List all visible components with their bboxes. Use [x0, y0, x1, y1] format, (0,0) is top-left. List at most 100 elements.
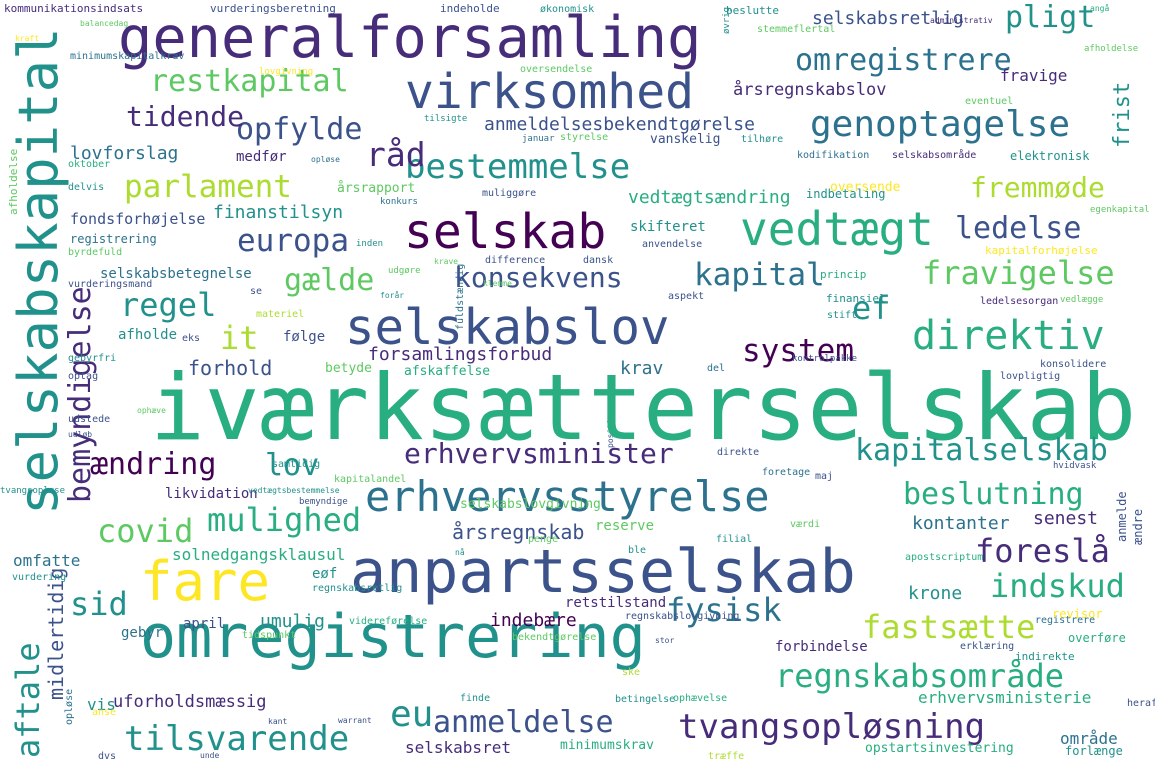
word: konsekvens	[454, 261, 623, 294]
word: minimumskapitalkrav	[70, 51, 185, 62]
word: afholdelse	[1084, 44, 1139, 54]
word: værdi	[790, 519, 821, 530]
word: selskabsområde	[892, 150, 977, 161]
word: foretage	[762, 467, 811, 478]
word: minimumskrav	[560, 738, 654, 753]
word: regnskabsområde	[775, 657, 1064, 695]
word: forhold	[188, 356, 273, 380]
word: ophæve	[137, 406, 166, 415]
word: vurderingsberetning	[210, 2, 336, 15]
word: stemmeflertal	[757, 24, 836, 35]
word: videreførelse	[349, 616, 428, 627]
word: registrere	[1035, 615, 1096, 626]
word: ble	[628, 545, 647, 556]
word: opløse	[64, 688, 75, 725]
word: fravigelse	[922, 254, 1115, 292]
word: eventuel	[965, 96, 1014, 107]
word: tvangsopløsning	[678, 707, 986, 747]
word: indbetaling	[806, 187, 886, 201]
word: forbindelse	[775, 639, 868, 655]
word: tidende	[126, 100, 245, 133]
word: restkapital	[150, 64, 349, 99]
word: aspekt	[668, 291, 705, 302]
word: vurderingsmand	[68, 279, 153, 290]
word: træffe	[708, 751, 745, 762]
word: reserve	[595, 518, 655, 534]
word: afholdelse	[7, 148, 20, 215]
word: ef	[852, 289, 891, 327]
word: opstartsinvestering	[865, 741, 1014, 756]
word: pligt	[1005, 0, 1096, 35]
word: selskabslov	[345, 299, 670, 356]
word: midlertidig	[44, 567, 68, 700]
word: råd	[366, 135, 426, 174]
word: covid	[97, 512, 194, 550]
word: oktober	[68, 159, 111, 170]
word: beslutning	[903, 477, 1084, 512]
word: ledelsesorgan	[980, 296, 1059, 307]
word: omregistrere	[795, 43, 1012, 78]
word: anmeldelse	[433, 705, 614, 740]
word: selskabskapital	[7, 27, 70, 515]
word: forår	[380, 291, 405, 300]
word: elektronisk	[1010, 149, 1090, 163]
word: hvidvask	[1053, 461, 1097, 471]
word: selskabsret	[405, 738, 511, 757]
word: klemme	[483, 279, 512, 288]
word: medfør	[236, 149, 287, 165]
word: finde	[460, 693, 491, 704]
word: følge	[283, 329, 326, 345]
word: iværksætterselskab	[150, 356, 1137, 461]
word: dvs	[98, 751, 117, 762]
word: tidspunkt	[242, 630, 297, 641]
word: kraft	[15, 34, 40, 43]
word: afholde	[118, 327, 178, 343]
word: ændring	[90, 447, 217, 482]
word: kapitalselskab	[855, 433, 1108, 468]
word: konsolidere	[1040, 359, 1107, 370]
word: frist	[1110, 81, 1135, 148]
word: kapital	[694, 257, 825, 293]
word: omregistrering	[140, 602, 646, 672]
word: bestemmelse	[405, 147, 631, 187]
word: aftale	[9, 642, 47, 758]
word: finanstilsyn	[213, 202, 344, 223]
word: apostscriptum	[905, 552, 984, 563]
word: finansiel	[826, 292, 886, 305]
word: ophævelse	[673, 693, 728, 704]
word: betingelse	[615, 694, 676, 705]
word: beslutte	[726, 4, 779, 17]
word: anpartsselskab	[350, 537, 856, 607]
word: gælde	[284, 263, 375, 298]
word: regel	[120, 286, 217, 324]
word: krave	[434, 257, 459, 266]
word: kapitalforhøjelse	[985, 244, 1098, 257]
word: del	[707, 363, 726, 374]
word: retstilstand	[565, 595, 667, 611]
word: se	[250, 286, 263, 297]
word: fremmøde	[970, 171, 1105, 204]
word: årsregnskab	[452, 520, 585, 544]
word: gebyr	[121, 625, 164, 641]
word: angå	[1090, 4, 1110, 13]
word: it	[220, 319, 259, 357]
word: årsregnskabslov	[733, 80, 887, 100]
word: januar	[522, 134, 555, 144]
word: forsamlingsforbud	[368, 344, 553, 365]
word: opløse	[311, 155, 340, 164]
word: tilsigte	[424, 114, 468, 124]
word: bemyndige	[299, 497, 348, 507]
word: overføre	[1068, 631, 1126, 645]
word: lovpligtig	[1000, 371, 1061, 382]
word: krone	[908, 583, 963, 604]
word: inden	[356, 239, 384, 249]
word: skifteret	[630, 219, 706, 235]
word: vedtægt	[740, 202, 934, 256]
word: heraf	[1127, 698, 1155, 709]
word: likvidation	[165, 486, 258, 502]
word: gebyrfri	[68, 353, 117, 364]
word: oversende	[830, 180, 901, 195]
word: april	[183, 616, 226, 632]
word: eu	[390, 694, 434, 735]
